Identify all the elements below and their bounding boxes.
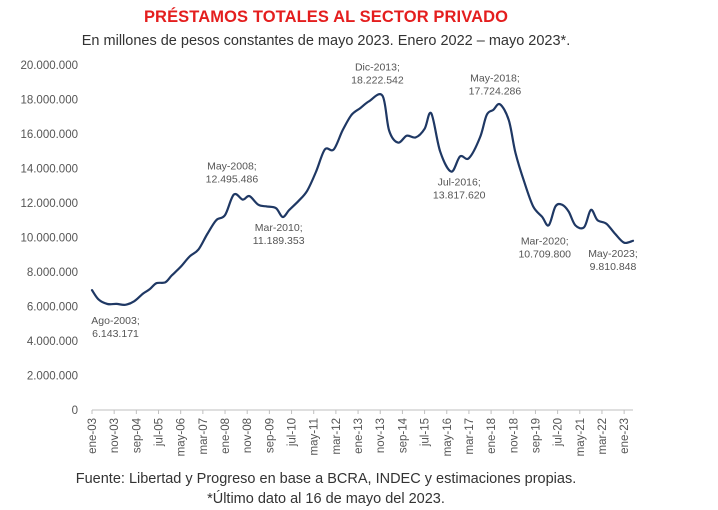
annotation-label: 11.189.353 — [253, 235, 305, 247]
x-tick-label: ene-13 — [353, 418, 365, 454]
annotation-label: Ago-2003; — [91, 315, 139, 327]
footnote: *Último dato al 16 de mayo del 2023. — [207, 491, 445, 507]
y-tick-label: 20.000.000 — [20, 60, 78, 72]
x-tick-label: jul-05 — [154, 418, 166, 447]
series-layer — [90, 93, 635, 306]
annotation-label: May-2018; — [470, 72, 520, 84]
annotation-label: May-2023; — [588, 248, 638, 260]
annotation-label: Dic-2013; — [355, 62, 400, 74]
x-tick-label: sep-09 — [264, 418, 276, 453]
annotation-label: 10.709.800 — [518, 248, 571, 260]
annotation-label: May-2008; — [207, 160, 257, 172]
y-axis: 0 2.000.000 4.000.000 6.000.000 8.000.000 10.… — [20, 60, 78, 417]
y-tick-label: 18.000.000 — [20, 95, 78, 107]
x-tick-label: jul-10 — [287, 418, 299, 447]
chart-subtitle: En millones de pesos constantes de mayo … — [81, 33, 571, 49]
annotation-layer: Ago-2003;6.143.171 May-2008;12.495.486 Mar… — [91, 62, 638, 340]
annotation-label: 18.222.542 — [351, 75, 404, 87]
annotation-label: 12.495.486 — [206, 173, 259, 185]
x-tick-label: jul-15 — [420, 418, 432, 447]
source-note: Fuente: Libertad y Progreso en base a BC… — [75, 471, 577, 487]
x-tick-label: ene-23 — [619, 418, 631, 454]
x-tick-label: ene-18 — [486, 418, 498, 454]
y-tick-label: 8.000.000 — [27, 267, 78, 279]
y-tick-label: 10.000.000 — [20, 233, 78, 245]
annotation-label: 17.724.286 — [469, 85, 522, 97]
x-axis: ene-03 nov-03 sep-04 jul-05 may-06 mar-07 ene-… — [87, 409, 633, 456]
annotation-label: 6.143.171 — [92, 328, 139, 340]
x-tick-label: sep-04 — [131, 417, 143, 453]
annotation-label: Mar-2020; — [521, 235, 569, 247]
y-tick-label: 6.000.000 — [27, 302, 78, 314]
y-tick-label: 12.000.000 — [20, 198, 78, 210]
annotation-label: Mar-2010; — [255, 222, 303, 234]
x-tick-label: nov-08 — [242, 418, 254, 453]
series-line — [90, 93, 635, 306]
x-tick-label: nov-13 — [375, 418, 387, 453]
x-tick-label: ene-08 — [220, 418, 232, 454]
x-tick-label: may-11 — [309, 418, 321, 456]
x-tick-label: mar-22 — [597, 418, 609, 454]
y-tick-label: 2.000.000 — [27, 371, 78, 383]
x-tick-label: jul-20 — [553, 418, 565, 447]
x-tick-label: nov-18 — [508, 418, 520, 453]
x-tick-label: mar-07 — [198, 418, 210, 454]
y-tick-label: 0 — [72, 405, 78, 417]
y-tick-label: 14.000.000 — [20, 164, 78, 176]
annotation-label: 13.817.620 — [433, 190, 486, 202]
x-tick-label: may-06 — [176, 418, 188, 456]
y-tick-label: 4.000.000 — [27, 336, 78, 348]
x-tick-label: mar-17 — [464, 418, 476, 454]
x-tick-label: ene-03 — [87, 418, 99, 454]
x-tick-label: may-16 — [442, 418, 454, 456]
x-tick-label: mar-12 — [331, 418, 343, 454]
x-tick-label: sep-19 — [530, 418, 542, 453]
x-tick-label: may-21 — [575, 418, 587, 456]
chart-title: PRÉSTAMOS TOTALES AL SECTOR PRIVADO — [143, 8, 509, 26]
annotation-label: 9.810.848 — [590, 261, 637, 273]
x-tick-label: nov-03 — [109, 418, 121, 453]
annotation-label: Jul-2016; — [438, 177, 481, 189]
x-tick-label: sep-14 — [397, 417, 409, 453]
y-tick-label: 16.000.000 — [20, 129, 78, 141]
